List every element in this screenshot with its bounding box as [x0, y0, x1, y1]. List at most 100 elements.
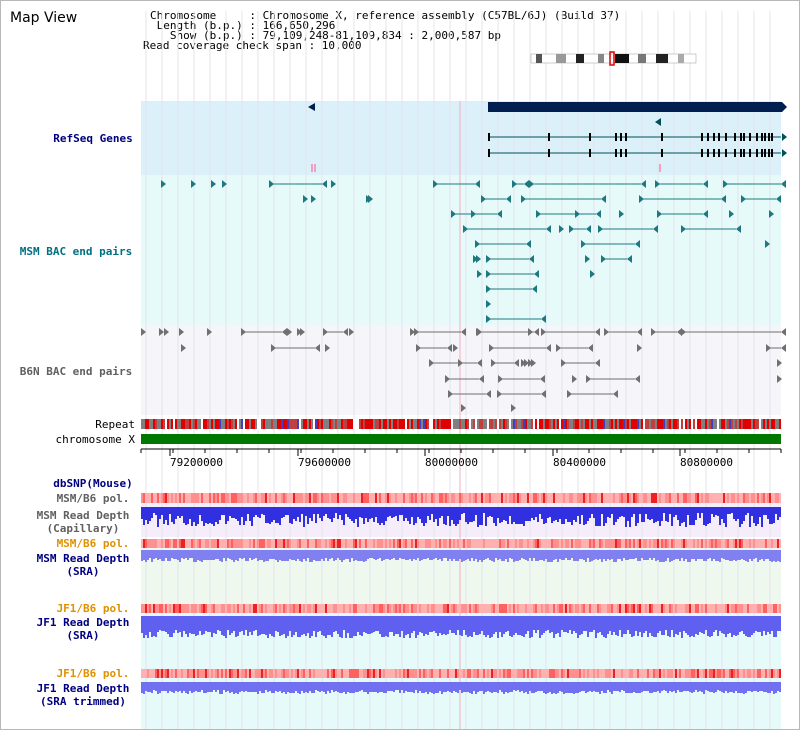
msm-b6-pol-sra-label[interactable]: MSM/B6 pol.	[56, 537, 130, 550]
polymorphism-segment	[755, 539, 757, 548]
depth-bar	[609, 507, 611, 518]
depth-bar	[685, 616, 687, 633]
polymorphism-segment	[671, 604, 673, 613]
polymorphism-segment	[245, 604, 247, 613]
polymorphism-segment	[697, 539, 699, 548]
repeat-segment	[499, 419, 501, 429]
polymorphism-segment	[363, 669, 365, 678]
depth-bar	[685, 507, 687, 527]
depth-bar	[597, 507, 599, 526]
refseq-genes-label[interactable]: RefSeq Genes	[53, 132, 133, 145]
polymorphism-segment	[525, 669, 527, 678]
polymorphism-segment	[417, 669, 419, 678]
depth-bar	[547, 682, 549, 693]
depth-bar	[465, 616, 467, 635]
depth-bar	[233, 507, 235, 518]
depth-bar	[415, 550, 417, 560]
depth-bar	[755, 616, 757, 631]
polymorphism-segment	[309, 669, 311, 678]
depth-bar	[197, 682, 199, 692]
depth-bar	[221, 682, 223, 694]
depth-bar	[257, 550, 259, 561]
depth-bar	[663, 507, 665, 513]
polymorphism-segment	[269, 604, 271, 613]
b6n-bac-end-pairs-label[interactable]: B6N BAC end pairs	[19, 365, 133, 378]
polymorphism-segment	[713, 539, 715, 548]
depth-bar	[319, 682, 321, 692]
msm-b6-pol-label[interactable]: MSM/B6 pol.	[56, 492, 130, 505]
bac-end-marker	[451, 210, 456, 218]
dbsnp-label[interactable]: dbSNP(Mouse)	[53, 477, 133, 490]
polymorphism-segment	[641, 493, 643, 503]
repeat-segment	[257, 419, 259, 429]
polymorphism-segment	[297, 669, 299, 678]
jf1-read-depth-sra-label[interactable]: JF1 Read Depth (SRA)	[36, 616, 130, 642]
polymorphism-segment	[437, 539, 439, 548]
polymorphism-segment	[211, 493, 213, 503]
polymorphism-segment	[357, 539, 359, 548]
depth-bar	[735, 507, 737, 521]
depth-bar	[573, 616, 575, 631]
depth-bar	[413, 682, 415, 693]
depth-bar	[461, 616, 463, 636]
jf1-read-depth-trimmed-label[interactable]: JF1 Read Depth (SRA trimmed)	[36, 682, 130, 708]
depth-bar	[723, 616, 725, 634]
repeat-segment	[711, 419, 713, 429]
polymorphism-segment	[237, 493, 239, 503]
depth-bar	[777, 550, 779, 561]
msm-bac-end-pairs-label[interactable]: MSM BAC end pairs	[19, 245, 133, 258]
depth-bar	[645, 616, 647, 631]
depth-bar	[499, 550, 501, 559]
msm-read-depth-sra-label[interactable]: MSM Read Depth (SRA)	[36, 552, 130, 578]
polymorphism-segment	[369, 493, 371, 503]
repeat-segment	[559, 419, 561, 429]
polymorphism-segment	[185, 493, 187, 503]
polymorphism-segment	[549, 493, 551, 503]
depth-bar	[143, 550, 145, 560]
depth-bar	[555, 507, 557, 520]
polymorphism-segment	[559, 669, 561, 678]
polymorphism-segment	[687, 669, 689, 678]
depth-bar	[775, 682, 777, 693]
depth-bar	[617, 507, 619, 519]
polymorphism-segment	[383, 493, 385, 503]
polymorphism-segment	[293, 493, 295, 503]
depth-bar	[503, 507, 505, 520]
repeat-segment	[377, 419, 379, 429]
polymorphism-segment	[307, 493, 309, 503]
repeat-segment	[237, 419, 239, 429]
bac-end-marker	[723, 180, 728, 188]
polymorphism-segment	[159, 669, 161, 678]
depth-bar	[745, 616, 747, 636]
polymorphism-segment	[551, 669, 553, 678]
depth-bar	[163, 507, 165, 524]
repeat-segment	[697, 419, 699, 429]
jf1-b6-pol-label[interactable]: JF1/B6 pol.	[56, 602, 130, 615]
polymorphism-segment	[647, 604, 649, 613]
repeat-segment	[713, 419, 715, 429]
repeat-segment	[757, 419, 759, 429]
depth-bar	[571, 507, 573, 525]
jf1-b6-pol-trimmed-label[interactable]: JF1/B6 pol.	[56, 667, 130, 680]
depth-bar	[337, 616, 339, 634]
polymorphism-segment	[301, 604, 303, 613]
repeat-segment	[193, 419, 195, 429]
repeat-segment	[623, 419, 625, 429]
polymorphism-segment	[515, 604, 517, 613]
polymorphism-segment	[649, 604, 651, 613]
bac-end-marker	[703, 210, 708, 218]
polymorphism-segment	[465, 604, 467, 613]
depth-bar	[525, 616, 527, 634]
polymorphism-segment	[583, 669, 585, 678]
repeat-segment	[415, 419, 417, 429]
polymorphism-segment	[233, 669, 235, 678]
depth-bar	[731, 616, 733, 637]
depth-bar	[775, 616, 777, 637]
polymorphism-segment	[499, 493, 501, 503]
depth-bar	[709, 616, 711, 637]
polymorphism-segment	[157, 539, 159, 548]
polymorphism-segment	[397, 493, 399, 503]
msm-read-depth-capillary-label[interactable]: MSM Read Depth (Capillary)	[36, 509, 130, 535]
bac-end-marker	[556, 344, 561, 352]
